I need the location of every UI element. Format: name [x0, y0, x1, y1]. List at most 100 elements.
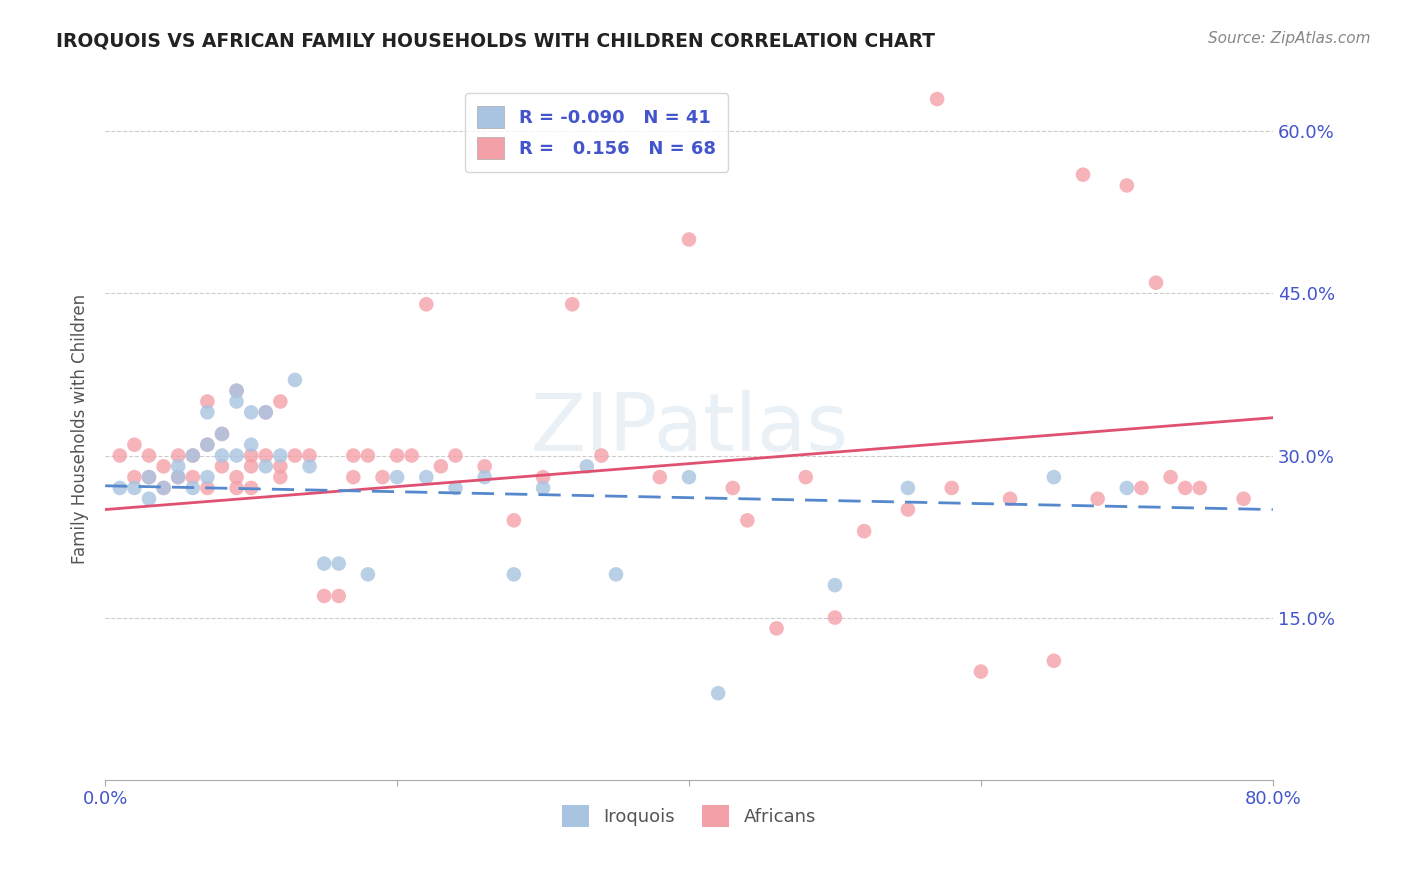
Point [342, 470, 364, 484]
Point [269, 449, 291, 463]
Point [269, 470, 291, 484]
Point [240, 459, 263, 474]
Point [138, 470, 160, 484]
Point [575, 459, 598, 474]
Point [284, 449, 307, 463]
Point [225, 470, 247, 484]
Point [328, 589, 350, 603]
Point [124, 481, 146, 495]
Point [430, 459, 453, 474]
Point [211, 426, 233, 441]
Point [152, 481, 174, 495]
Point [138, 470, 160, 484]
Point [591, 449, 613, 463]
Point [254, 405, 277, 419]
Point [124, 470, 146, 484]
Point [240, 449, 263, 463]
Point [211, 426, 233, 441]
Point [195, 438, 218, 452]
Point [195, 438, 218, 452]
Point [124, 438, 146, 452]
Point [941, 481, 963, 495]
Point [225, 384, 247, 398]
Point [765, 621, 787, 635]
Point [181, 470, 204, 484]
Point [1043, 654, 1066, 668]
Point [211, 459, 233, 474]
Point [167, 449, 190, 463]
Point [794, 470, 817, 484]
Point [225, 449, 247, 463]
Point [561, 297, 583, 311]
Point [970, 665, 993, 679]
Point [1087, 491, 1109, 506]
Point [415, 297, 437, 311]
Point [314, 589, 336, 603]
Point [342, 449, 364, 463]
Point [1144, 276, 1167, 290]
Point [678, 470, 700, 484]
Point [284, 373, 307, 387]
Point [1043, 470, 1066, 484]
Point [824, 578, 846, 592]
Point [211, 449, 233, 463]
Point [328, 557, 350, 571]
Point [502, 567, 524, 582]
Point [195, 405, 218, 419]
Point [1115, 178, 1137, 193]
Point [269, 459, 291, 474]
Point [108, 481, 131, 495]
Point [269, 394, 291, 409]
Point [225, 394, 247, 409]
Point [254, 449, 277, 463]
Point [298, 449, 321, 463]
Point [240, 438, 263, 452]
Point [1160, 470, 1182, 484]
Point [225, 384, 247, 398]
Point [648, 470, 671, 484]
Y-axis label: Family Households with Children: Family Households with Children [72, 293, 89, 564]
Point [531, 481, 554, 495]
Point [1130, 481, 1153, 495]
Point [357, 567, 380, 582]
Point [998, 491, 1021, 506]
Point [240, 481, 263, 495]
Point [444, 449, 467, 463]
Point [195, 470, 218, 484]
Point [853, 524, 876, 538]
Text: Source: ZipAtlas.com: Source: ZipAtlas.com [1208, 31, 1371, 46]
Point [678, 232, 700, 246]
Point [167, 470, 190, 484]
Text: IROQUOIS VS AFRICAN FAMILY HOUSEHOLDS WITH CHILDREN CORRELATION CHART: IROQUOIS VS AFRICAN FAMILY HOUSEHOLDS WI… [56, 31, 935, 50]
Point [240, 405, 263, 419]
Point [707, 686, 730, 700]
Point [298, 459, 321, 474]
Point [314, 557, 336, 571]
Point [254, 459, 277, 474]
Point [897, 502, 920, 516]
Point [605, 567, 627, 582]
Point [385, 449, 408, 463]
Legend: Iroquois, Africans: Iroquois, Africans [555, 797, 824, 834]
Point [824, 610, 846, 624]
Point [415, 470, 437, 484]
Point [721, 481, 744, 495]
Point [167, 470, 190, 484]
Point [1188, 481, 1211, 495]
Point [195, 481, 218, 495]
Point [138, 491, 160, 506]
Point [502, 513, 524, 527]
Text: ZIPatlas: ZIPatlas [530, 390, 848, 467]
Point [1232, 491, 1254, 506]
Point [401, 449, 423, 463]
Point [474, 459, 496, 474]
Point [385, 470, 408, 484]
Point [897, 481, 920, 495]
Point [225, 481, 247, 495]
Point [108, 449, 131, 463]
Point [152, 459, 174, 474]
Point [444, 481, 467, 495]
Point [254, 405, 277, 419]
Point [1174, 481, 1197, 495]
Point [1115, 481, 1137, 495]
